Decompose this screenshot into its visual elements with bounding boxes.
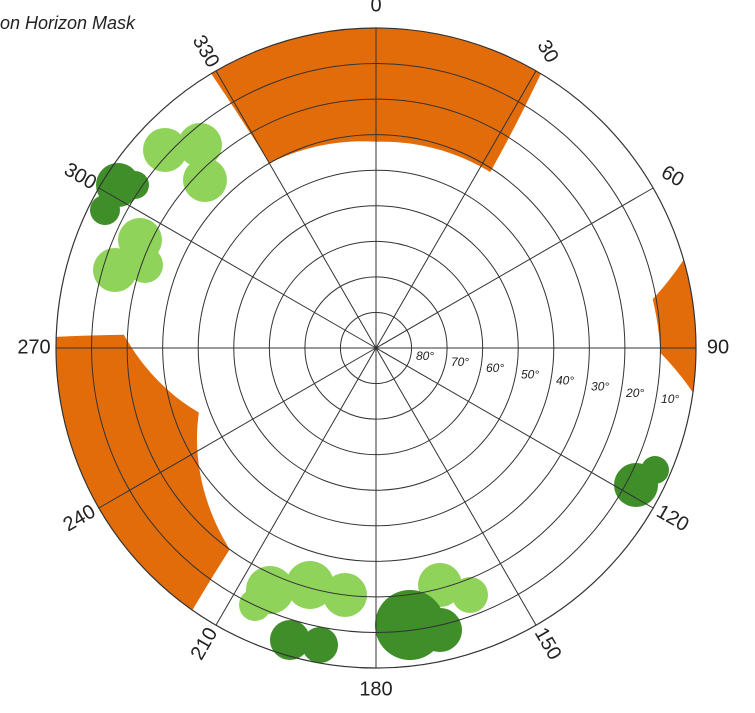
spoke	[98, 347, 377, 509]
azimuth-label: 270	[17, 336, 50, 358]
spoke	[375, 347, 654, 509]
spoke	[375, 347, 537, 626]
spoke	[375, 70, 537, 349]
azimuth-label: 210	[187, 624, 223, 664]
spoke	[215, 347, 377, 626]
elevation-label: 30°	[591, 380, 609, 394]
azimuth-label: 300	[60, 159, 100, 195]
tree-bush	[90, 163, 669, 663]
elevation-label: 50°	[521, 367, 539, 381]
azimuth-label: 150	[530, 624, 566, 664]
azimuth-label: 330	[188, 32, 224, 72]
spoke	[98, 187, 377, 349]
azimuth-label: 0	[370, 0, 381, 16]
elevation-label: 80°	[416, 349, 434, 363]
azimuth-label: 60	[657, 161, 687, 191]
spoke	[215, 70, 377, 349]
horizon-mask	[652, 259, 696, 393]
elevation-label: 60°	[486, 361, 504, 375]
chart-title: on Horizon Mask	[0, 13, 136, 33]
horizon-mask	[56, 334, 230, 611]
elevation-label: 10°	[661, 392, 679, 406]
spoke	[375, 187, 654, 349]
azimuth-label: 30	[533, 36, 563, 66]
elevation-label: 20°	[625, 386, 644, 400]
azimuth-label: 180	[359, 678, 392, 700]
elevation-label: 70°	[451, 355, 469, 369]
elevation-label: 40°	[556, 374, 574, 388]
azimuth-label: 240	[60, 501, 100, 537]
azimuth-label: 90	[707, 336, 729, 358]
azimuth-label: 120	[653, 501, 693, 537]
